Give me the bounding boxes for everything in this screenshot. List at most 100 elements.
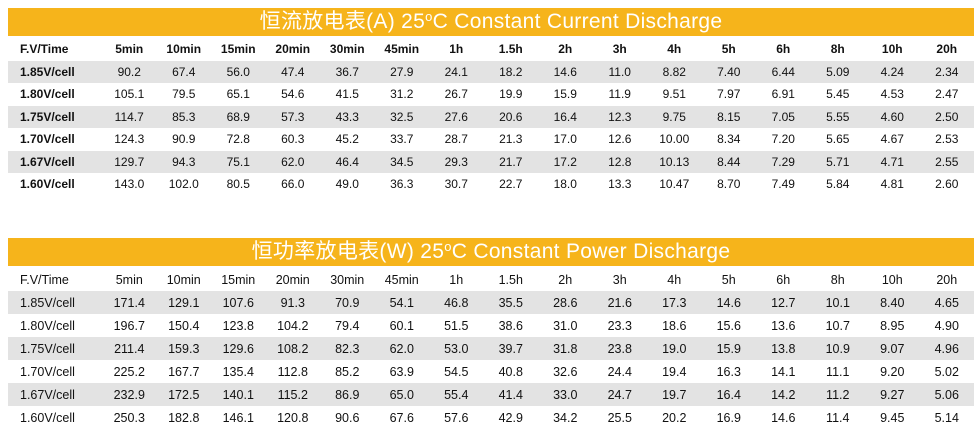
current-title-prefix: 恒流放电表(A) 25: [259, 10, 426, 33]
value-cell: 34.2: [553, 410, 578, 425]
value-cell: 24.7: [592, 383, 647, 406]
table-row: 1.70V/cell 225.2 167.7 135.4 112.8 85.2 63.9 54…: [8, 360, 974, 383]
header-cell-fv-time: F.V/Time: [20, 272, 69, 287]
value-cell: 40.8: [498, 364, 523, 379]
value-cell: 16.4: [538, 105, 593, 128]
value-cell: 4.67: [880, 132, 904, 147]
table-row: 1.75V/cell 211.4 159.3 129.6 108.2 82.3 62.0 53…: [8, 337, 974, 360]
value-cell: 31.2: [390, 87, 414, 102]
value-cell: 9.51: [662, 87, 686, 102]
table-row: 1.67V/cell 129.7 94.3 75.1 62.0 46.4 34.5 29.3 2…: [8, 150, 974, 173]
value-cell: 82.3: [320, 337, 375, 360]
current-title-degree: o: [425, 9, 433, 24]
table-row: 1.80V/cell 196.7 150.4 123.8 104.2 79.4 60.1 51…: [8, 314, 974, 337]
header-cell: 15min: [220, 42, 256, 57]
value-cell: 9.07: [865, 337, 920, 360]
header-cell: 2h: [558, 42, 573, 57]
value-cell: 23.3: [607, 318, 632, 333]
value-cell: 86.9: [320, 383, 375, 406]
value-cell: 105.1: [114, 87, 145, 102]
value-cell: 4.65: [919, 291, 974, 314]
value-cell: 11.0: [592, 60, 647, 83]
value-cell: 8.70: [717, 177, 741, 192]
value-cell: 11.9: [608, 87, 631, 102]
value-cell: 2.34: [919, 60, 974, 83]
value-cell: 104.2: [277, 318, 309, 333]
power-title-degree: o: [444, 239, 452, 254]
row-label-cell: 1.75V/cell: [8, 337, 102, 360]
constant-power-table: F.V/Time 5min 10min 15min 20min 30min 45min 1h 1…: [8, 268, 974, 429]
value-cell: 107.6: [211, 291, 266, 314]
value-cell: 35.5: [483, 291, 538, 314]
value-cell: 12.6: [608, 132, 632, 147]
value-cell: 19.7: [647, 383, 702, 406]
value-cell: 108.2: [265, 337, 320, 360]
value-cell: 27.6: [429, 105, 484, 128]
row-label-cell: 1.67V/cell: [8, 383, 102, 406]
value-cell: 9.45: [880, 410, 905, 425]
header-cell: 15min: [221, 272, 256, 287]
value-cell: 7.49: [771, 177, 795, 192]
value-cell: 63.9: [389, 364, 414, 379]
value-cell: 5.71: [810, 150, 865, 173]
value-cell: 45.2: [335, 132, 359, 147]
value-cell: 146.1: [222, 410, 254, 425]
value-cell: 8.95: [880, 318, 905, 333]
value-cell: 12.7: [756, 291, 811, 314]
header-cell: 30min: [329, 42, 365, 57]
value-cell: 7.40: [701, 60, 756, 83]
table-header-row: F.V/Time 5min 10min 15min 20min 30min 45min 1h 1…: [8, 38, 974, 61]
value-cell: 14.6: [701, 291, 756, 314]
value-cell: 112.8: [277, 364, 308, 379]
header-cell: 20h: [936, 272, 958, 287]
value-cell: 211.4: [102, 337, 157, 360]
value-cell: 17.2: [538, 150, 593, 173]
value-cell: 10.7: [825, 318, 850, 333]
value-cell: 5.14: [934, 410, 959, 425]
value-cell: 16.9: [716, 410, 741, 425]
value-cell: 67.4: [156, 60, 211, 83]
value-cell: 7.29: [756, 150, 811, 173]
value-cell: 70.9: [320, 291, 375, 314]
value-cell: 20.2: [662, 410, 687, 425]
value-cell: 6.44: [756, 60, 811, 83]
value-cell: 6.91: [771, 87, 795, 102]
value-cell: 62.0: [265, 150, 320, 173]
header-cell: 8h: [830, 42, 845, 57]
value-cell: 10.1: [810, 291, 865, 314]
value-cell: 32.6: [553, 364, 578, 379]
value-cell: 15.9: [701, 337, 756, 360]
value-cell: 28.6: [538, 291, 593, 314]
value-cell: 29.3: [429, 150, 484, 173]
header-cell-fv-time: F.V/Time: [20, 42, 69, 57]
header-cell: 10min: [166, 42, 202, 57]
value-cell: 19.0: [647, 337, 702, 360]
value-cell: 26.7: [444, 87, 468, 102]
value-cell: 2.55: [919, 150, 974, 173]
header-cell: 45min: [384, 42, 420, 57]
table-row: 1.75V/cell 114.7 85.3 68.9 57.3 43.3 32.5 27.6 2…: [8, 105, 974, 128]
value-cell: 5.02: [934, 364, 959, 379]
value-cell: 18.0: [553, 177, 577, 192]
value-cell: 28.7: [444, 132, 468, 147]
value-cell: 47.4: [265, 60, 320, 83]
value-cell: 54.1: [374, 291, 429, 314]
value-cell: 143.0: [114, 177, 145, 192]
table-header-row: F.V/Time 5min 10min 15min 20min 30min 45min 1h 1…: [8, 268, 974, 291]
value-cell: 18.2: [483, 60, 538, 83]
value-cell: 33.7: [390, 132, 414, 147]
value-cell: 90.9: [172, 132, 196, 147]
value-cell: 182.8: [168, 410, 200, 425]
value-cell: 225.2: [113, 364, 145, 379]
value-cell: 21.3: [499, 132, 523, 147]
value-cell: 4.60: [865, 105, 920, 128]
value-cell: 23.8: [592, 337, 647, 360]
value-cell: 79.5: [172, 87, 196, 102]
value-cell: 42.9: [498, 410, 523, 425]
value-cell: 11.1: [826, 364, 850, 379]
value-cell: 79.4: [335, 318, 360, 333]
value-cell: 36.3: [390, 177, 414, 192]
value-cell: 85.3: [156, 105, 211, 128]
current-table-title: 恒流放电表(A) 25oC Constant Current Discharge: [8, 8, 974, 36]
value-cell: 14.2: [756, 383, 811, 406]
